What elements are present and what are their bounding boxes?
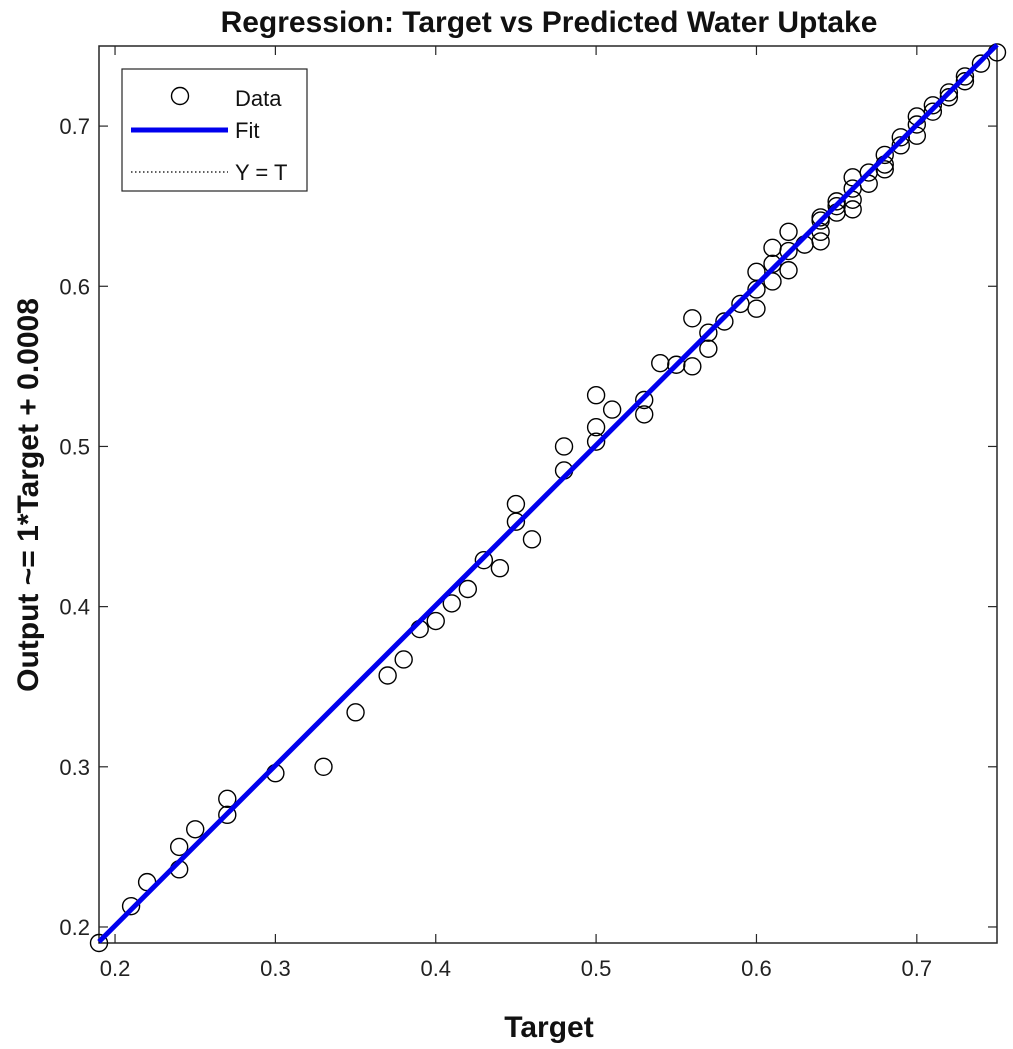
y-axis-label: Output ~= 1*Target + 0.0008 xyxy=(12,298,45,692)
data-point xyxy=(378,666,397,685)
data-point xyxy=(346,703,365,722)
data-point xyxy=(891,128,910,147)
fit-line xyxy=(97,42,999,944)
tick-layer: 0.2 0.3 0.4 0.5 0.6 0.7 0.2 0.3 0.4 0.5 0.6 0.7 xyxy=(59,46,997,981)
x-tick-label: 0.6 xyxy=(741,956,772,981)
data-point xyxy=(811,232,830,251)
y-tick-label: 0.7 xyxy=(59,114,90,139)
data-point xyxy=(586,418,606,437)
data-point xyxy=(939,83,959,102)
data-point xyxy=(683,309,702,328)
data-point xyxy=(442,594,461,613)
y-tick-label: 0.4 xyxy=(59,595,90,620)
data-point xyxy=(89,933,109,953)
data-point xyxy=(955,67,975,86)
data-point xyxy=(522,530,542,549)
x-tick-label: 0.5 xyxy=(581,956,612,981)
data-point xyxy=(827,192,846,211)
data-point xyxy=(635,390,654,410)
y-tick-label: 0.6 xyxy=(59,274,90,299)
data-point xyxy=(586,432,606,451)
data-point xyxy=(891,136,910,155)
y-tick-label: 0.3 xyxy=(59,755,90,780)
data-point xyxy=(554,437,574,456)
data-point xyxy=(218,805,237,825)
legend-label-fit: Fit xyxy=(235,118,259,143)
data-point xyxy=(458,579,478,599)
x-tick-label: 0.4 xyxy=(420,956,451,981)
data-point xyxy=(939,88,959,107)
x-tick-label: 0.2 xyxy=(100,956,131,981)
data-point xyxy=(314,757,333,777)
legend-label-identity: Y = T xyxy=(235,160,287,185)
data-point xyxy=(683,357,702,376)
data-point xyxy=(779,241,798,261)
data-point xyxy=(923,102,943,121)
data-point xyxy=(474,550,494,570)
data-point xyxy=(779,222,798,242)
legend-data-marker xyxy=(170,86,190,106)
data-point xyxy=(747,262,766,282)
data-point xyxy=(667,355,686,374)
data-point xyxy=(955,72,975,91)
data-point xyxy=(971,54,991,73)
data-point xyxy=(875,145,894,165)
data-point xyxy=(699,339,718,358)
data-point xyxy=(490,558,510,578)
data-point xyxy=(715,312,734,331)
legend: Data Fit Y = T xyxy=(121,68,308,192)
x-tick-label: 0.7 xyxy=(902,956,933,981)
legend-label-data: Data xyxy=(235,86,282,111)
data-point xyxy=(699,323,718,342)
data-point xyxy=(121,896,141,916)
x-tick-label: 0.3 xyxy=(260,956,291,981)
data-point xyxy=(907,115,927,134)
data-point xyxy=(843,200,862,219)
y-tick-label: 0.2 xyxy=(59,915,90,940)
data-point xyxy=(394,650,413,669)
data-point xyxy=(169,837,189,857)
data-point xyxy=(651,353,670,373)
data-points-layer xyxy=(89,43,1007,953)
data-point xyxy=(426,611,445,631)
data-point xyxy=(923,96,943,115)
data-point xyxy=(635,405,654,424)
data-point xyxy=(875,160,894,179)
data-point xyxy=(779,261,798,280)
data-point xyxy=(602,400,622,419)
data-point xyxy=(747,299,766,318)
y-tick-label: 0.5 xyxy=(59,434,90,459)
x-axis-label: Target xyxy=(504,1011,593,1044)
data-point xyxy=(506,494,526,514)
data-point xyxy=(218,789,237,809)
data-point xyxy=(186,820,205,839)
chart-title: Regression: Target vs Predicted Water Up… xyxy=(221,6,878,39)
data-point xyxy=(586,385,606,405)
